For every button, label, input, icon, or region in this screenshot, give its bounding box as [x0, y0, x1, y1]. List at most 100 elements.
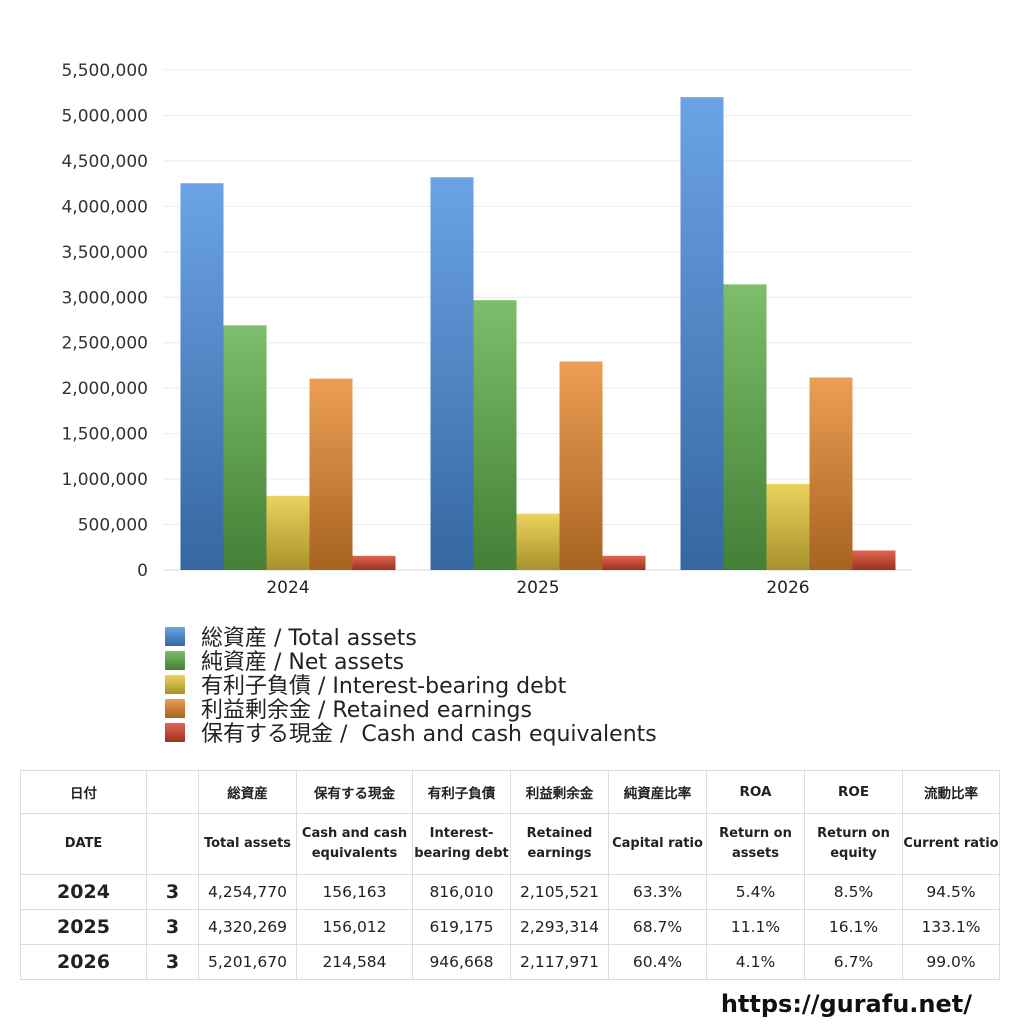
cell-debt: 946,668 — [412, 944, 511, 980]
legend-label: 総資産 / Total assets — [201, 626, 417, 651]
y-tick-label: 4,500,000 — [61, 152, 148, 172]
bar — [516, 513, 560, 570]
legend-label: 純資産 / Net assets — [201, 650, 405, 675]
col-cash-ja: 保有する現金 — [296, 770, 413, 814]
y-tick-label: 500,000 — [78, 516, 148, 536]
legend-item: 総資産 / Total assets — [165, 624, 657, 651]
cell-roe: 8.5% — [804, 874, 903, 910]
cell-retained: 2,117,971 — [510, 944, 609, 980]
cell-current-ratio: 133.1% — [902, 909, 1000, 945]
legend-swatch — [165, 650, 185, 670]
cell-capital-ratio: 68.7% — [608, 909, 707, 945]
col-current-ratio-en: Current ratio — [902, 813, 1000, 875]
table-row: 2026 3 5,201,670 214,584 946,668 2,117,9… — [20, 944, 1000, 980]
col-debt-en: Interest-bearing debt — [412, 813, 511, 875]
bar — [680, 97, 724, 570]
col-current-ratio-ja: 流動比率 — [902, 770, 1000, 814]
y-tick-label: 2,000,000 — [61, 379, 148, 399]
col-date-en: DATE — [20, 813, 147, 875]
cell-cash: 156,012 — [296, 909, 413, 945]
col-blank-en — [146, 813, 199, 875]
y-axis-ticks: 0 500,000 1,000,000 1,500,000 2,000,000 2,500… — [61, 61, 148, 581]
y-tick-label: 3,500,000 — [61, 243, 148, 263]
col-retained-ja: 利益剰余金 — [510, 770, 609, 814]
cell-roe: 6.7% — [804, 944, 903, 980]
bar — [309, 378, 353, 570]
cell-month: 3 — [146, 944, 199, 980]
cell-total-assets: 4,254,770 — [198, 874, 297, 910]
y-tick-label: 5,000,000 — [61, 106, 148, 126]
y-tick-label: 0 — [137, 561, 148, 581]
financial-table: 日付 総資産 保有する現金 有利子負債 利益剰余金 純資産比率 ROA ROE … — [20, 770, 1000, 980]
x-tick-label: 2024 — [266, 578, 309, 598]
legend-item: 利益剰余金 / Retained earnings — [165, 696, 657, 723]
cell-year: 2026 — [20, 944, 147, 980]
y-tick-label: 1,500,000 — [61, 425, 148, 445]
legend-item: 有利子負債 / Interest-bearing debt — [165, 672, 657, 699]
legend-swatch — [165, 722, 185, 742]
bar — [430, 177, 474, 570]
cell-roa: 4.1% — [706, 944, 805, 980]
cell-cash: 214,584 — [296, 944, 413, 980]
cell-retained: 2,293,314 — [510, 909, 609, 945]
col-roe-en: Return on equity — [804, 813, 903, 875]
bar-chart: 0 500,000 1,000,000 1,500,000 2,000,000 2,500… — [61, 61, 913, 598]
bar — [473, 300, 517, 570]
bar — [223, 325, 267, 570]
table-header-ja: 日付 総資産 保有する現金 有利子負債 利益剰余金 純資産比率 ROA ROE … — [20, 770, 1000, 814]
cell-debt: 619,175 — [412, 909, 511, 945]
col-total-assets-ja: 総資産 — [198, 770, 297, 814]
bar — [352, 555, 396, 570]
col-date-ja: 日付 — [20, 770, 147, 814]
col-retained-en: Retained earnings — [510, 813, 609, 875]
bar — [266, 495, 310, 570]
cell-debt: 816,010 — [412, 874, 511, 910]
col-roa-ja: ROA — [706, 770, 805, 814]
cell-month: 3 — [146, 874, 199, 910]
legend: 総資産 / Total assets 純資産 / Net assets 有利子負債 … — [165, 624, 657, 747]
col-debt-ja: 有利子負債 — [412, 770, 511, 814]
cell-cash: 156,163 — [296, 874, 413, 910]
cell-capital-ratio: 63.3% — [608, 874, 707, 910]
col-capital-ratio-ja: 純資産比率 — [608, 770, 707, 814]
y-tick-label: 2,500,000 — [61, 334, 148, 354]
x-tick-label: 2025 — [516, 578, 559, 598]
cell-capital-ratio: 60.4% — [608, 944, 707, 980]
bar — [602, 555, 646, 570]
bar — [809, 377, 853, 570]
legend-label: 有利子負債 / Interest-bearing debt — [201, 674, 567, 699]
col-total-assets-en: Total assets — [198, 813, 297, 875]
col-cash-en: Cash and cash equivalents — [296, 813, 413, 875]
cell-year: 2024 — [20, 874, 147, 910]
legend-swatch — [165, 626, 185, 646]
col-roe-ja: ROE — [804, 770, 903, 814]
cell-total-assets: 5,201,670 — [198, 944, 297, 980]
y-tick-label: 3,000,000 — [61, 288, 148, 308]
legend-label: 保有する現金 / Cash and cash equivalents — [201, 722, 657, 747]
legend-item: 保有する現金 / Cash and cash equivalents — [165, 720, 657, 747]
bar — [852, 550, 896, 570]
table-row: 2024 3 4,254,770 156,163 816,010 2,105,5… — [20, 874, 1000, 910]
bars — [180, 97, 896, 570]
bar — [766, 483, 810, 570]
x-tick-label: 2026 — [766, 578, 809, 598]
x-axis-ticks: 2024 2025 2026 — [266, 578, 809, 598]
cell-current-ratio: 99.0% — [902, 944, 1000, 980]
col-roa-en: Return on assets — [706, 813, 805, 875]
cell-year: 2025 — [20, 909, 147, 945]
y-tick-label: 4,000,000 — [61, 197, 148, 217]
cell-roa: 5.4% — [706, 874, 805, 910]
cell-roa: 11.1% — [706, 909, 805, 945]
cell-retained: 2,105,521 — [510, 874, 609, 910]
bar — [559, 361, 603, 570]
cell-month: 3 — [146, 909, 199, 945]
watermark-url: https://gurafu.net/ — [720, 990, 972, 1018]
col-capital-ratio-en: Capital ratio — [608, 813, 707, 875]
y-tick-label: 1,000,000 — [61, 470, 148, 490]
table-header-en: DATE Total assets Cash and cash equivale… — [20, 813, 1000, 875]
bar — [180, 183, 224, 570]
legend-swatch — [165, 674, 185, 694]
legend-swatch — [165, 698, 185, 718]
cell-current-ratio: 94.5% — [902, 874, 1000, 910]
table-row: 2025 3 4,320,269 156,012 619,175 2,293,3… — [20, 909, 1000, 945]
